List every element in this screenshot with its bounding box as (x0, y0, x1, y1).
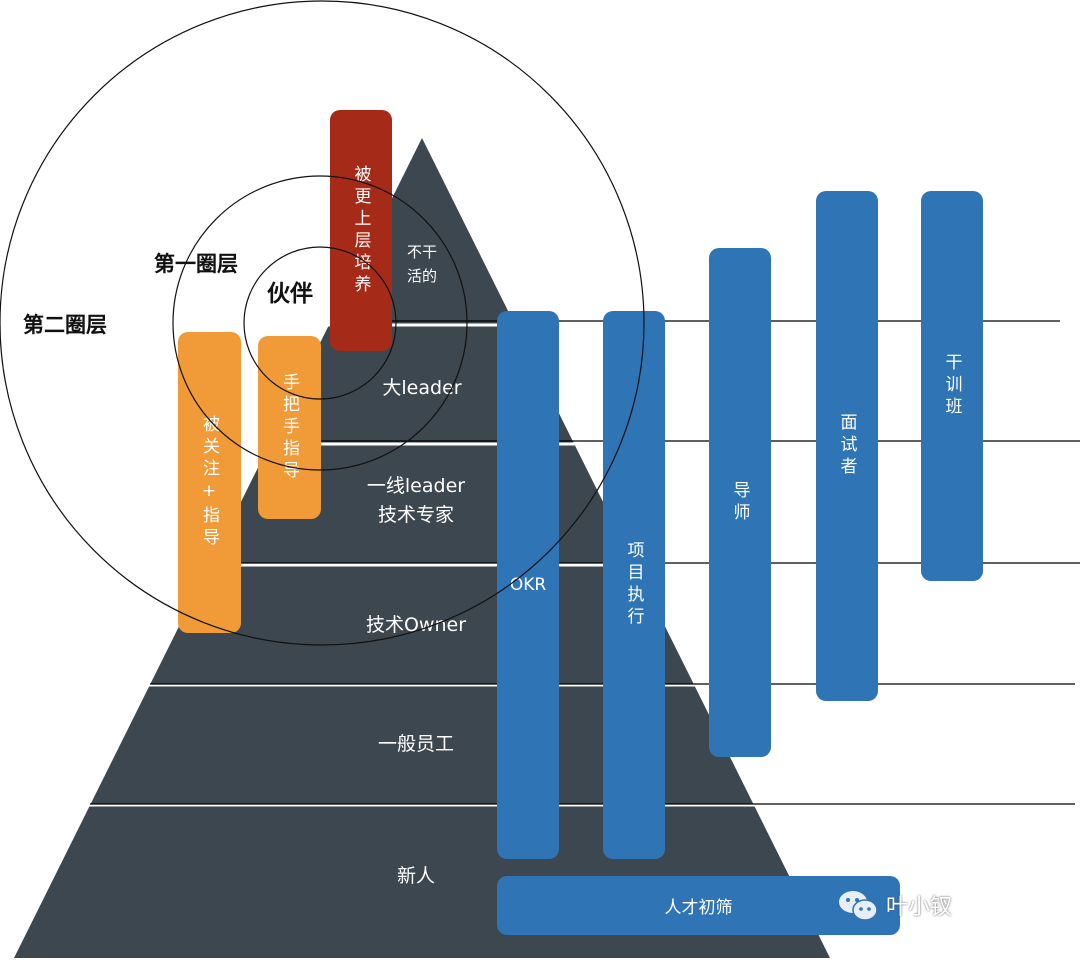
tier-label-tech-owner: 技术Owner (365, 614, 467, 636)
tag-hands-on-guidance: 手把手指导 (258, 336, 321, 519)
tier-label-top: 不干 活的 (406, 243, 438, 285)
mechanism-okr: OKR (497, 311, 559, 859)
inner-circle-label: 伙伴 (267, 281, 313, 307)
mechanism-mentor: 导师 (709, 248, 771, 757)
mechanism-project-execution: 项目执行 (603, 311, 665, 859)
tier-label-newcomer: 新人 (396, 865, 436, 887)
tier-label-employee: 一般员工 (377, 733, 455, 755)
tier-label-frontline-leader: 一线leader 技术专家 (366, 475, 466, 526)
tag-upper-training: 被更上层培养 (330, 110, 392, 351)
tier-label-senior-leader: 大leader (382, 377, 462, 399)
wechat-icon (839, 891, 878, 921)
mechanism-training-class: 干训班 (921, 191, 983, 581)
mechanism-interviewer: 面试者 (816, 191, 878, 701)
tag-attention-guidance: 被关注+指导 (178, 332, 241, 633)
watermark: 叶小钗 (836, 888, 952, 922)
middle-circle-label: 第一圈层 (154, 252, 238, 276)
outer-circle-label: 第二圈层 (23, 313, 107, 337)
mechanism-talent-screening: 人才初筛 (497, 876, 900, 935)
watermark-text: 叶小钗 (886, 895, 953, 920)
